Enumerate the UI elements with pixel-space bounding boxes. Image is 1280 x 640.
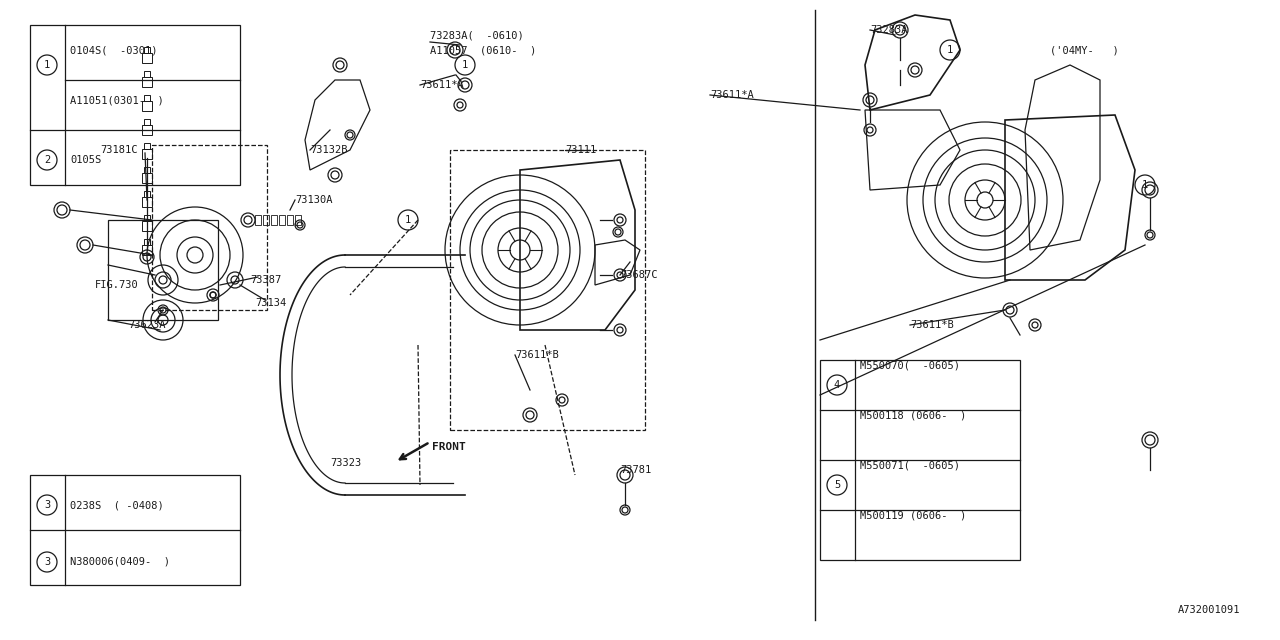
Bar <box>142 245 152 255</box>
Text: 0105S: 0105S <box>70 155 101 165</box>
Bar <box>145 143 150 149</box>
Bar <box>142 125 152 135</box>
Text: M500119 (0606-  ): M500119 (0606- ) <box>860 510 966 520</box>
Text: 1: 1 <box>947 45 954 55</box>
Bar <box>145 71 150 77</box>
Text: A732001091: A732001091 <box>1178 605 1240 615</box>
Bar <box>255 215 261 225</box>
Text: N380006(0409-  ): N380006(0409- ) <box>70 557 170 567</box>
Text: A11057  (0610-  ): A11057 (0610- ) <box>430 45 536 55</box>
Text: 73130A: 73130A <box>294 195 333 205</box>
Text: 73283A(  -0610): 73283A( -0610) <box>430 30 524 40</box>
Text: 3: 3 <box>44 500 50 510</box>
Text: 73111: 73111 <box>564 145 596 155</box>
Bar <box>142 197 152 207</box>
Bar <box>142 77 152 87</box>
Bar <box>145 47 150 53</box>
Bar <box>287 215 293 225</box>
Bar <box>451 150 645 430</box>
Text: 73387: 73387 <box>250 275 282 285</box>
Text: 73611*A: 73611*A <box>710 90 754 100</box>
Text: 0238S  ( -0408): 0238S ( -0408) <box>70 500 164 510</box>
Text: 2: 2 <box>44 155 50 165</box>
Text: 73132B: 73132B <box>310 145 347 155</box>
Bar <box>142 173 152 183</box>
Text: 73623A: 73623A <box>128 320 165 330</box>
Bar <box>142 53 152 63</box>
Text: M550070(  -0605): M550070( -0605) <box>860 360 960 370</box>
Text: M550071(  -0605): M550071( -0605) <box>860 460 960 470</box>
Text: 1: 1 <box>462 60 468 70</box>
Bar <box>142 221 152 231</box>
Text: 1: 1 <box>404 215 411 225</box>
Text: 73323: 73323 <box>330 458 361 468</box>
Bar <box>279 215 285 225</box>
Text: A11051(0301-  ): A11051(0301- ) <box>70 95 164 105</box>
Bar <box>145 119 150 125</box>
Text: 3: 3 <box>44 557 50 567</box>
Bar <box>145 191 150 197</box>
Text: 1: 1 <box>1142 180 1148 190</box>
Bar <box>820 360 1020 560</box>
Text: 73181C: 73181C <box>100 145 137 155</box>
Text: ('04MY-   ): ('04MY- ) <box>1050 45 1119 55</box>
Bar <box>142 149 152 159</box>
Text: 5: 5 <box>833 480 840 490</box>
Bar <box>29 25 241 185</box>
Text: 73611*B: 73611*B <box>910 320 954 330</box>
Text: 73283A: 73283A <box>870 25 908 35</box>
Bar <box>271 215 276 225</box>
Bar <box>262 215 269 225</box>
Text: FIG.730: FIG.730 <box>95 280 138 290</box>
Bar <box>145 239 150 245</box>
Text: 73611*B: 73611*B <box>515 350 559 360</box>
Bar <box>152 145 268 310</box>
Bar <box>145 167 150 173</box>
Text: M500118 (0606-  ): M500118 (0606- ) <box>860 410 966 420</box>
Text: 4: 4 <box>833 380 840 390</box>
Bar <box>294 215 301 225</box>
Text: 1: 1 <box>44 60 50 70</box>
Text: FRONT: FRONT <box>433 442 466 452</box>
Bar <box>142 101 152 111</box>
Bar <box>145 95 150 101</box>
Text: 73781: 73781 <box>620 465 652 475</box>
Bar <box>29 475 241 585</box>
Text: 73687C: 73687C <box>620 270 658 280</box>
Text: 0104S(  -0301): 0104S( -0301) <box>70 45 157 55</box>
Bar <box>145 215 150 221</box>
Text: 73611*A: 73611*A <box>420 80 463 90</box>
Text: 73134: 73134 <box>255 298 287 308</box>
Bar <box>108 220 218 320</box>
